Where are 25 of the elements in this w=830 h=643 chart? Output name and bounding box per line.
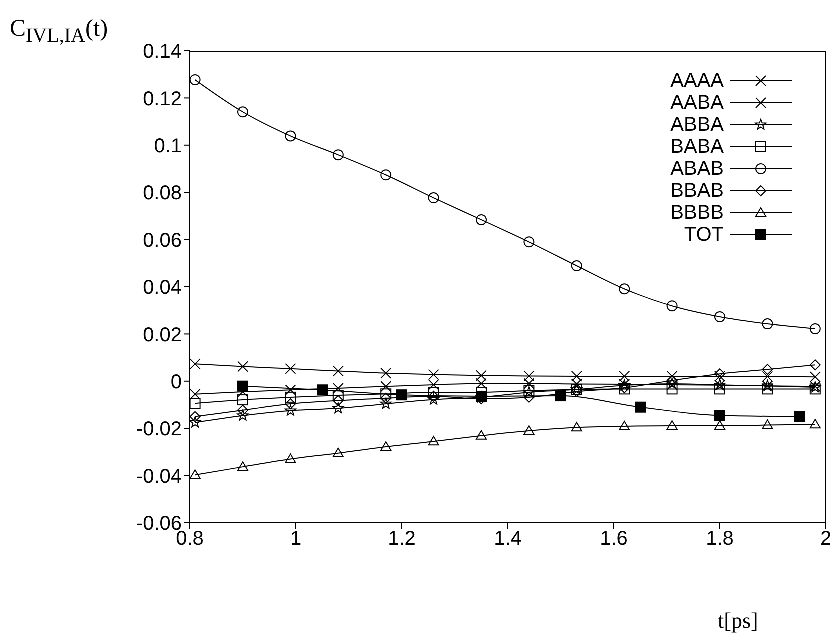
legend-label: ABAB bbox=[670, 158, 724, 180]
y-tick-label: 0.08 bbox=[143, 182, 182, 205]
y-tick-label: 0.04 bbox=[143, 277, 182, 300]
x-tick-label: 1.2 bbox=[388, 528, 416, 550]
legend-label: TOT bbox=[684, 224, 724, 246]
legend-label: AAAA bbox=[670, 70, 724, 92]
y-tick-label: 0 bbox=[170, 372, 182, 394]
legend-label: ABBA bbox=[670, 114, 724, 136]
x-tick-label: 1.8 bbox=[706, 528, 734, 550]
legend-label: BBAB bbox=[670, 180, 724, 202]
y-tick-label: 0.14 bbox=[143, 41, 182, 64]
legend-label: AABA bbox=[670, 92, 724, 114]
legend-label: BABA bbox=[670, 136, 724, 158]
x-axis-title: t[ps] bbox=[718, 608, 758, 634]
x-tick-label: 1 bbox=[290, 528, 302, 550]
y-tick-label: 0.06 bbox=[143, 230, 182, 252]
y-tick-label: 0.12 bbox=[143, 88, 182, 110]
y-tick-label: 0.02 bbox=[143, 324, 182, 346]
y-tick-label: 0.1 bbox=[154, 136, 182, 158]
legend-label: BBBB bbox=[670, 202, 724, 224]
y-axis-title: C$_{IVL,IA}$(t) bbox=[10, 16, 108, 48]
x-tick-label: 1.4 bbox=[494, 528, 522, 550]
x-tick-label: 1.6 bbox=[600, 528, 628, 550]
y-tick-label: -0.02 bbox=[136, 418, 182, 441]
y-tick-label: -0.04 bbox=[136, 466, 182, 488]
